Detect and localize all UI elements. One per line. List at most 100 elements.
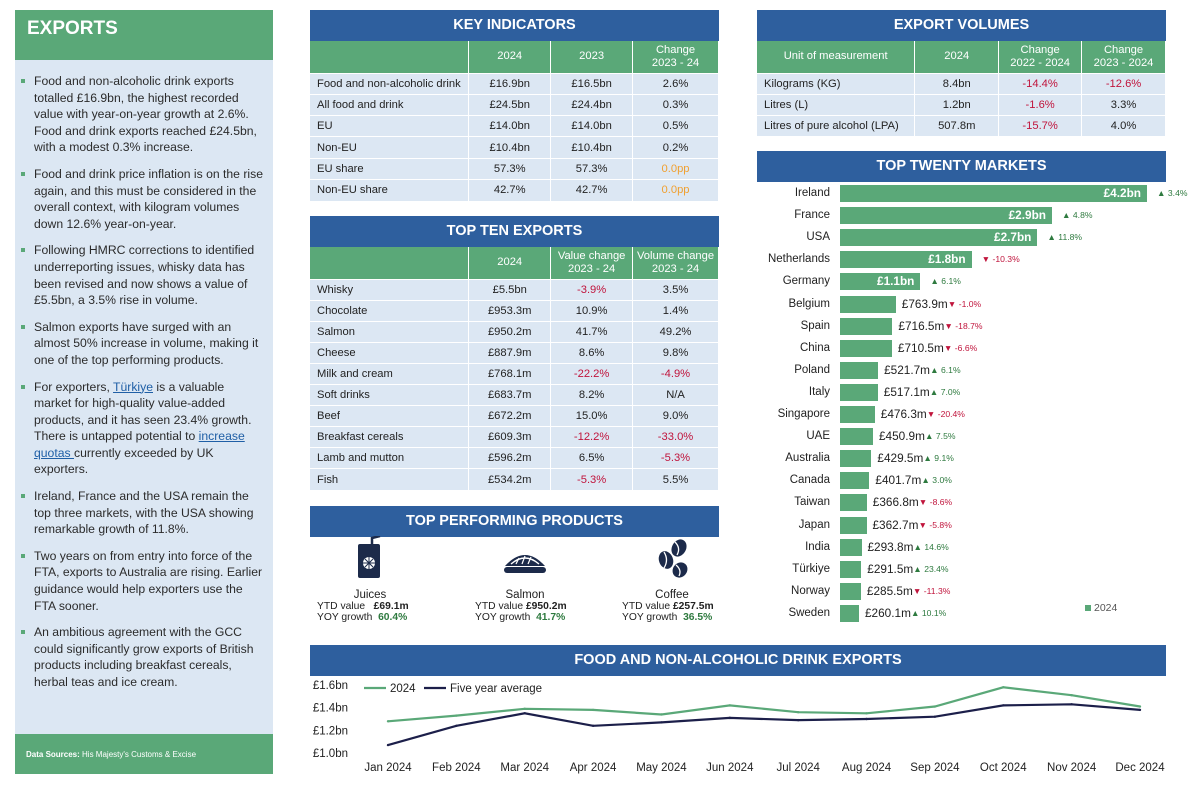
- product-card: Salmon YTD value £950.2m YOY growth 41.7…: [465, 536, 585, 623]
- data-point: [933, 705, 937, 708]
- sidebar: EXPORTS Food and non-alcoholic drink exp…: [15, 10, 273, 774]
- market-value: £4.2bn: [1103, 186, 1141, 200]
- market-bar: [840, 494, 867, 512]
- bullet-text: is a valuable market for high-quality va…: [34, 379, 252, 444]
- change-percent: 3.0%: [932, 475, 952, 486]
- data-point: [660, 721, 663, 724]
- market-row: Japan £362.7m ▼ -5.8%: [757, 514, 1165, 536]
- down-arrow-icon: ▼: [943, 342, 953, 353]
- header-line: Change: [1103, 43, 1144, 56]
- down-arrow-icon: ▼: [912, 585, 922, 596]
- value-2024: 57.3%: [468, 157, 552, 180]
- market-name: Japan: [798, 518, 830, 531]
- line-chart: £1.0bn £1.2bn £1.4bn £1.6bn Jan 2024 Feb 2024…: [313, 680, 1165, 774]
- market-name: Netherlands: [767, 253, 830, 266]
- column-header: [310, 247, 470, 279]
- turkiye-link[interactable]: Türkiye: [113, 379, 153, 394]
- market-value: £521.7m: [884, 362, 931, 377]
- change-percent: -8.6%: [929, 497, 953, 508]
- increase-quotas-link[interactable]: increase quotas: [34, 429, 245, 460]
- key-indicators-title: KEY INDICATORS: [310, 10, 719, 41]
- product-ytd: YTD value £950.2m: [465, 601, 585, 612]
- market-row: Belgium £763.9m ▼ -1.0%: [757, 293, 1165, 315]
- market-name: Türkiye: [792, 562, 830, 575]
- ytd-label: YTD value: [317, 601, 366, 612]
- market-row: USA £2.7bn ▲ 11.8%: [757, 226, 1165, 248]
- y-tick-label: £1.2bn: [313, 725, 348, 737]
- change-percent: -20.4%: [937, 409, 965, 419]
- change-percent: -11.3%: [923, 585, 951, 596]
- value-2024: 42.7%: [468, 178, 552, 201]
- value-2023: £24.4bn: [550, 93, 634, 116]
- x-tick-label: Jul 2024: [776, 762, 820, 774]
- data-point: [660, 713, 663, 716]
- market-name: Belgium: [788, 297, 830, 310]
- down-arrow-icon: ▼: [944, 320, 953, 331]
- market-value: £293.8m: [867, 539, 914, 554]
- market-row: Ireland £4.2bn ▲ 3.4%: [757, 182, 1188, 204]
- market-bar: [840, 428, 873, 446]
- market-bar: £4.2bn: [840, 185, 1147, 202]
- column-header: Change 2022 - 2024: [998, 41, 1083, 73]
- table-row: Litres of pure alcohol (LPA) 507.8m -15.7%…: [757, 114, 1166, 136]
- product-label: Beef: [310, 405, 470, 427]
- data-point: [933, 715, 937, 718]
- data-point: [728, 716, 732, 720]
- ytd-label: YTD value: [475, 601, 524, 612]
- top-markets-title: TOP TWENTY MARKETS: [757, 151, 1166, 182]
- header-line: Value change: [557, 249, 626, 262]
- up-arrow-icon: ▲: [930, 364, 939, 375]
- y-tick-label: £1.6bn: [313, 680, 348, 692]
- data-point: [1002, 704, 1005, 707]
- change-percent: 6.1%: [941, 364, 961, 375]
- change-value: 0.0pp: [632, 178, 719, 201]
- down-arrow-icon: ▼: [918, 519, 928, 530]
- value-change: 8.2%: [550, 383, 634, 406]
- legend-label: 2024: [1094, 602, 1118, 614]
- change-percent: 9.1%: [934, 453, 954, 464]
- row-label: Non-EU share: [310, 178, 470, 201]
- bullet-text: currently exceeded by UK exporters.: [34, 445, 214, 477]
- legend-label: Five year average: [450, 683, 542, 695]
- unit-label: Litres (L): [757, 93, 916, 115]
- change-value: 0.3%: [632, 93, 719, 116]
- market-change: ▲ 6.1%: [930, 359, 961, 382]
- up-arrow-icon: ▲: [929, 386, 939, 397]
- table-row: Fish £534.2m -5.3% 5.5%: [310, 468, 719, 490]
- header-line: Change: [655, 43, 696, 56]
- market-row: Norway £285.5m ▼ -11.3%: [757, 580, 1165, 602]
- change-percent: 6.1%: [941, 276, 961, 287]
- data-point: [1070, 703, 1073, 706]
- market-value: £260.1m: [865, 605, 911, 620]
- bullet-item: Food and drink price inflation is on the…: [20, 166, 263, 232]
- volume-change: N/A: [632, 383, 719, 406]
- table-row: All food and drink £24.5bn £24.4bn 0.3%: [310, 93, 719, 116]
- data-point: [455, 714, 458, 717]
- market-change: ▲ 4.8%: [1062, 204, 1093, 227]
- coffee-beans-icon: [658, 539, 688, 578]
- x-tick-label: Dec 2024: [1115, 762, 1165, 774]
- data-point: [455, 724, 458, 727]
- product-yoy: YOY growth 41.7%: [465, 612, 585, 623]
- market-change: ▼ -1.0%: [948, 293, 981, 316]
- yoy-value: 36.5%: [683, 612, 713, 623]
- value-change: -12.2%: [550, 426, 634, 448]
- bullet-item: Two years on from entry into force of th…: [20, 548, 263, 614]
- change-percent: 4.8%: [1072, 210, 1093, 221]
- market-value: £710.5m: [897, 340, 944, 355]
- market-name: Italy: [808, 385, 830, 398]
- ytd-value: £257.5m: [672, 601, 714, 612]
- market-value: £429.5m: [877, 451, 924, 466]
- market-change: ▲ 7.5%: [925, 425, 956, 448]
- market-value: £362.7m: [872, 517, 919, 532]
- up-arrow-icon: ▲: [911, 607, 920, 618]
- yoy-value: 41.7%: [536, 612, 566, 623]
- market-bar: £1.1bn: [840, 273, 921, 291]
- value-2024: £768.1m: [468, 362, 552, 385]
- table-row: EU share 57.3% 57.3% 0.0pp: [310, 157, 719, 180]
- bullet-item: An ambitious agreement with the GCC coul…: [20, 624, 263, 690]
- volume-change: 49.2%: [632, 320, 719, 343]
- volume-change: 9.8%: [632, 341, 719, 364]
- column-header: 2024: [468, 247, 552, 279]
- market-name: Poland: [794, 363, 830, 376]
